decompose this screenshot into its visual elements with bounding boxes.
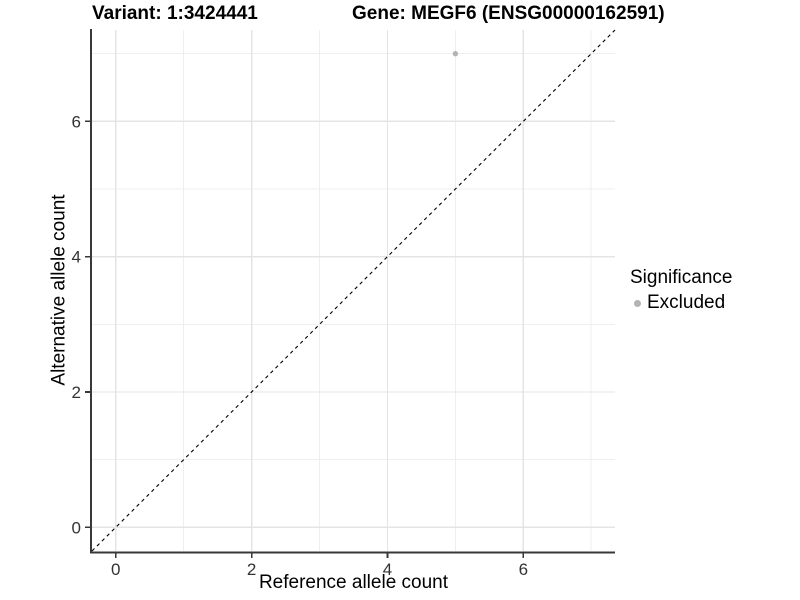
data-point bbox=[452, 50, 459, 57]
legend-title: Significance bbox=[630, 267, 733, 288]
x-tick-label: 0 bbox=[111, 560, 120, 579]
plot-title-variant: Variant: 1:3424441 bbox=[92, 3, 258, 24]
y-tick-label: 6 bbox=[72, 112, 81, 131]
x-tick-label: 2 bbox=[247, 560, 256, 579]
x-axis-title: Reference allele count bbox=[258, 572, 449, 593]
identity-line bbox=[91, 29, 616, 552]
legend: Significance Excluded bbox=[628, 267, 732, 315]
y-tick-label: 2 bbox=[72, 383, 81, 402]
legend-item: Excluded bbox=[634, 292, 732, 315]
y-axis-title: Alternative allele count bbox=[48, 194, 70, 386]
x-tick-label: 6 bbox=[519, 560, 528, 579]
legend-item-label: Excluded bbox=[647, 291, 726, 313]
y-tick-label: 0 bbox=[72, 518, 81, 537]
plot-title-gene: Gene: MEGF6 (ENSG00000162591) bbox=[352, 3, 665, 24]
y-tick-label: 4 bbox=[72, 248, 81, 267]
x-tick-label: 4 bbox=[383, 560, 392, 579]
legend-point-swatch-icon bbox=[634, 299, 641, 307]
